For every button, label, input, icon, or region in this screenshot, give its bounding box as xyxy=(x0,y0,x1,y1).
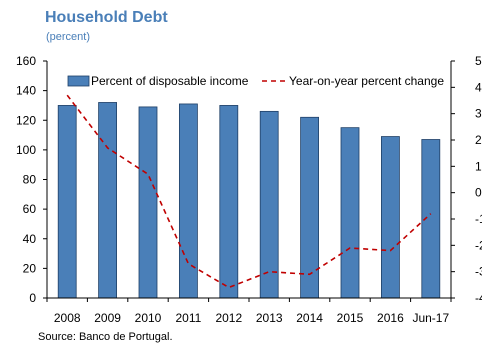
x-tick-label: 2013 xyxy=(256,311,283,325)
left-axis-ticks: 0 20 40 60 80 100 120 140 160 xyxy=(16,54,47,305)
legend-swatch-bar xyxy=(67,75,90,87)
x-tick-label: 2010 xyxy=(135,311,162,325)
x-axis-ticks: 2008 2009 2010 2011 2012 2013 2014 2015 2016 Jun-… xyxy=(46,298,452,325)
x-tick-label: 2016 xyxy=(377,311,404,325)
left-tick-label: 60 xyxy=(23,202,37,216)
left-tick-label: 0 xyxy=(29,291,36,305)
left-tick-label: 120 xyxy=(16,113,36,127)
yoy-change-line xyxy=(66,94,432,289)
bar-2014 xyxy=(300,116,320,299)
bar-2012 xyxy=(219,105,239,299)
x-tick-label: 2012 xyxy=(215,311,242,325)
right-axis-ticks: -4 -3 -2 -1 0 1 2 3 4 5 xyxy=(451,54,482,305)
x-tick-label: 2014 xyxy=(296,311,323,325)
chart-subtitle: (percent) xyxy=(46,31,91,43)
bar-2011 xyxy=(178,103,198,299)
right-tick-label: -2 xyxy=(475,238,482,252)
right-tick-label: 3 xyxy=(475,107,482,121)
right-tick-label: 0 xyxy=(475,186,482,200)
left-tick-label: 20 xyxy=(23,261,37,275)
left-tick-label: 100 xyxy=(16,143,36,157)
x-tick-label: 2009 xyxy=(94,311,121,325)
source-note: Source: Banco de Portugal. xyxy=(38,331,173,343)
left-tick-label: 160 xyxy=(16,54,36,68)
line-series xyxy=(66,94,432,289)
legend-label-bar: Percent of disposable income xyxy=(91,74,249,88)
bar-2016 xyxy=(380,136,400,299)
bar-2009 xyxy=(98,102,117,299)
bar-2013 xyxy=(259,110,279,299)
right-tick-label: 4 xyxy=(475,80,482,94)
bar-2015 xyxy=(340,127,360,299)
left-tick-label: 80 xyxy=(23,173,37,187)
right-tick-label: 5 xyxy=(475,54,482,68)
x-tick-label: Jun-17 xyxy=(412,311,449,325)
left-tick-label: 140 xyxy=(16,84,36,98)
legend: Percent of disposable income Year-on-year… xyxy=(67,74,444,88)
bar-series xyxy=(57,102,441,299)
x-tick-label: 2011 xyxy=(175,311,201,325)
right-tick-label: -3 xyxy=(475,265,482,279)
bar-2008 xyxy=(57,105,77,299)
right-tick-label: -4 xyxy=(475,291,482,305)
right-tick-label: 2 xyxy=(475,133,482,147)
left-tick-label: 40 xyxy=(23,232,37,246)
x-tick-label: 2008 xyxy=(54,311,81,325)
right-tick-label: 1 xyxy=(475,159,482,173)
legend-label-line: Year-on-year percent change xyxy=(289,74,444,88)
chart-title: Household Debt xyxy=(45,9,168,26)
right-tick-label: -1 xyxy=(475,212,482,226)
bar-2010 xyxy=(138,106,158,299)
x-tick-label: 2015 xyxy=(337,311,364,325)
